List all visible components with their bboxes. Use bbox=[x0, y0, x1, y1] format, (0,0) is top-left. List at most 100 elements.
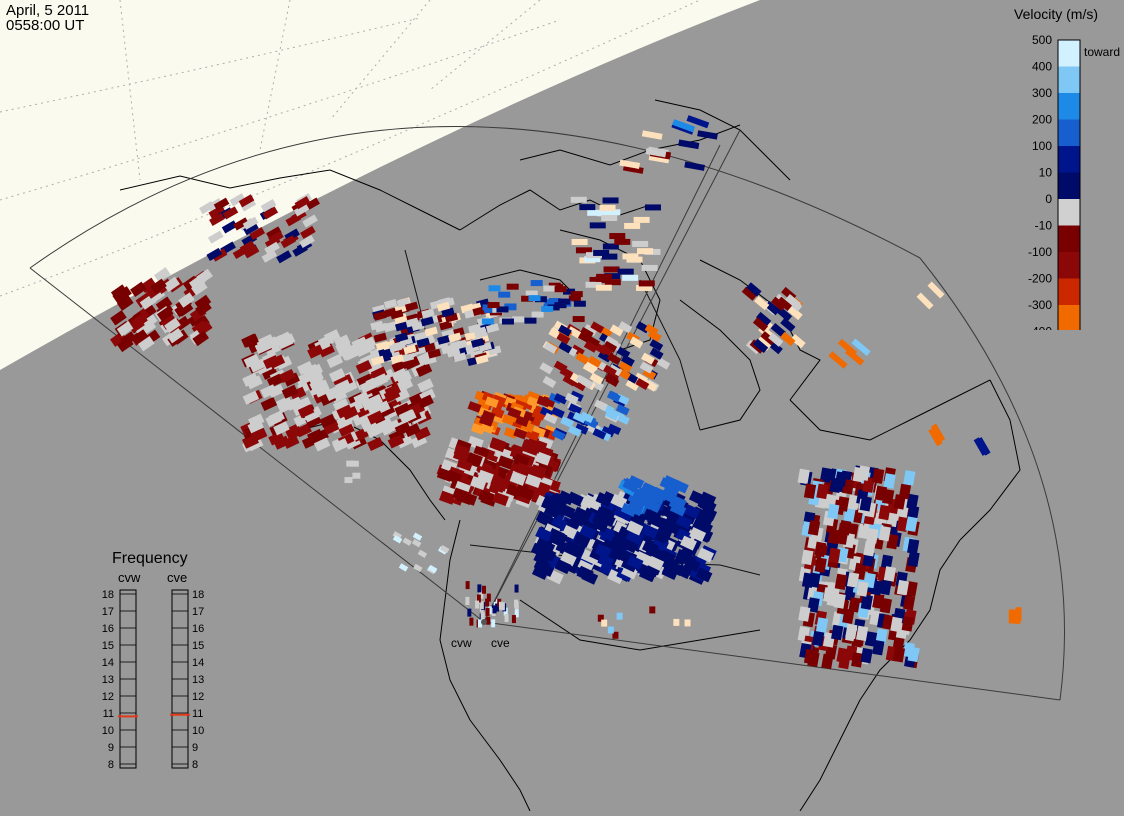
velocity-cell bbox=[550, 406, 565, 419]
velocity-cell bbox=[487, 606, 492, 615]
velocity-cell bbox=[514, 609, 519, 618]
velocity-cell bbox=[568, 295, 581, 302]
velocity-cell bbox=[670, 495, 687, 510]
frequency-tick-label: 18 bbox=[102, 589, 114, 601]
velocity-cell bbox=[837, 338, 858, 357]
velocity-cell bbox=[828, 351, 848, 369]
velocity-cell bbox=[395, 370, 413, 385]
velocity-cell bbox=[595, 275, 612, 282]
velocity-cell bbox=[373, 310, 387, 321]
velocity-cell bbox=[285, 396, 303, 411]
velocity-cell bbox=[297, 404, 315, 419]
velocity-cell bbox=[851, 338, 871, 357]
frequency-tick-label: 14 bbox=[102, 657, 114, 669]
velocity-cell bbox=[497, 455, 514, 470]
velocity-cell bbox=[262, 355, 280, 370]
velocity-cell bbox=[131, 313, 148, 329]
velocity-cell bbox=[150, 278, 167, 294]
velocity-cell bbox=[571, 238, 588, 245]
velocity-cell bbox=[797, 468, 810, 485]
velocity-cell bbox=[636, 284, 653, 291]
velocity-cell bbox=[304, 197, 320, 211]
frequency-tick-label: 9 bbox=[192, 742, 198, 754]
velocity-cell bbox=[635, 377, 650, 391]
legend-color-swatch bbox=[1058, 199, 1080, 226]
frequency-tick-label: 14 bbox=[192, 657, 204, 669]
velocity-cell bbox=[607, 338, 622, 351]
velocity-cell bbox=[436, 301, 451, 312]
velocity-cell bbox=[689, 527, 707, 543]
velocity-cell bbox=[264, 235, 281, 249]
velocity-cell bbox=[370, 366, 388, 381]
frequency-tick-label: 10 bbox=[102, 725, 114, 737]
velocity-cell bbox=[498, 601, 503, 610]
velocity-cell bbox=[814, 557, 827, 573]
velocity-cell bbox=[475, 354, 489, 365]
velocity-cell bbox=[250, 427, 268, 442]
velocity-cell bbox=[776, 296, 793, 312]
velocity-cell bbox=[907, 551, 920, 567]
velocity-cell bbox=[504, 303, 517, 310]
frequency-tick-label: 17 bbox=[192, 606, 204, 618]
velocity-cell bbox=[752, 317, 769, 332]
velocity-cell bbox=[336, 342, 354, 358]
velocity-cell bbox=[302, 214, 318, 228]
velocity-cell bbox=[491, 619, 496, 628]
velocity-cell bbox=[465, 581, 470, 590]
velocity-cell bbox=[526, 396, 541, 408]
velocity-legend-title: Velocity (m/s) bbox=[1014, 6, 1099, 22]
velocity-cell bbox=[875, 628, 888, 645]
velocity-cell bbox=[481, 318, 494, 325]
velocity-cell bbox=[405, 317, 419, 328]
legend-color-swatch bbox=[1058, 146, 1080, 173]
velocity-cell bbox=[112, 287, 129, 304]
velocity-cell bbox=[242, 390, 260, 405]
velocity-cell bbox=[485, 598, 490, 607]
velocity-cell bbox=[525, 473, 542, 489]
legend-color-swatch bbox=[1058, 172, 1080, 199]
velocity-cell bbox=[680, 535, 697, 551]
velocity-cell bbox=[625, 529, 643, 545]
velocity-cell bbox=[238, 194, 255, 208]
velocity-cell bbox=[855, 625, 869, 642]
velocity-cell bbox=[569, 390, 584, 402]
velocity-cell bbox=[371, 355, 385, 366]
velocity-cell bbox=[567, 425, 582, 437]
velocity-cell bbox=[367, 436, 384, 452]
velocity-cell bbox=[540, 497, 558, 513]
legend-tick-label: 400 bbox=[1032, 60, 1052, 74]
velocity-cell bbox=[572, 379, 587, 392]
velocity-cell bbox=[477, 584, 482, 593]
velocity-cell bbox=[573, 532, 591, 548]
velocity-cell bbox=[643, 379, 658, 392]
velocity-cell bbox=[483, 306, 496, 313]
frequency-tick-label: 8 bbox=[192, 759, 198, 771]
legend-color-swatch bbox=[1058, 93, 1080, 120]
velocity-cell bbox=[285, 213, 302, 227]
velocity-cell bbox=[383, 388, 401, 403]
velocity-cell bbox=[594, 399, 608, 411]
velocity-cell bbox=[448, 332, 462, 343]
velocity-cell bbox=[569, 511, 587, 527]
velocity-cell bbox=[299, 234, 315, 249]
legend-color-swatch bbox=[1058, 278, 1080, 305]
velocity-cell bbox=[644, 204, 661, 211]
velocity-cell bbox=[599, 204, 616, 211]
velocity-cell bbox=[554, 286, 567, 293]
velocity-cell bbox=[831, 624, 844, 641]
velocity-cell bbox=[242, 333, 260, 348]
velocity-cell bbox=[387, 434, 405, 449]
velocity-cell bbox=[890, 616, 903, 633]
velocity-cell bbox=[880, 554, 893, 571]
velocity-cell bbox=[819, 467, 833, 483]
velocity-cell bbox=[589, 222, 606, 229]
velocity-cell bbox=[599, 344, 614, 357]
velocity-cell bbox=[289, 386, 307, 401]
legend-color-swatch bbox=[1058, 40, 1080, 67]
velocity-cell bbox=[592, 512, 610, 528]
velocity-cell bbox=[268, 431, 285, 446]
velocity-cell bbox=[294, 196, 311, 210]
velocity-cell bbox=[332, 398, 350, 413]
velocity-cell bbox=[452, 487, 469, 502]
